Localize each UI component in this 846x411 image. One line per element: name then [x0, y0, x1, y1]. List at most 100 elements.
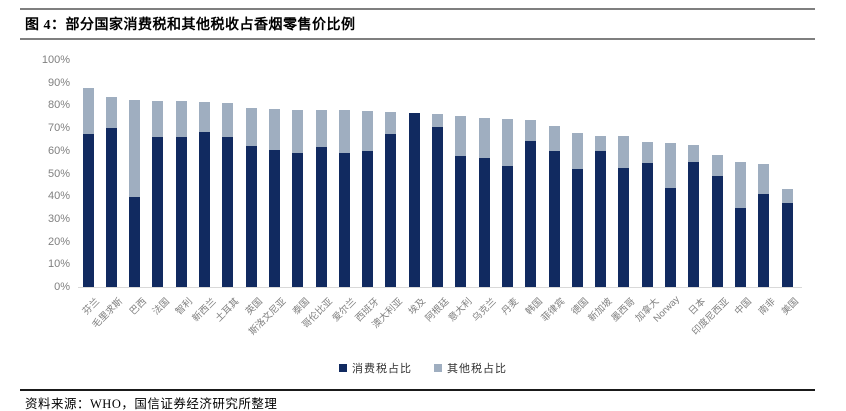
stacked-bar: [548, 60, 560, 287]
plot-area: [78, 60, 802, 288]
bar-segment-other-tax: [688, 145, 700, 163]
bar-segment-other-tax: [478, 117, 490, 158]
bar-segment-excise-tax: [688, 162, 700, 287]
stacked-bar: [688, 60, 700, 287]
bar-segment-excise-tax: [455, 156, 467, 287]
bar-segment-excise-tax: [82, 133, 94, 287]
stacked-bar: [734, 60, 746, 287]
bar-segment-excise-tax: [758, 193, 770, 287]
bar-segment-excise-tax: [781, 203, 793, 287]
bar-segment-other-tax: [105, 97, 117, 129]
bar-segment-excise-tax: [408, 113, 420, 287]
y-axis-tick-label: 30%: [47, 212, 70, 225]
stacked-bar: [82, 60, 94, 287]
x-axis-category-label: 丹麦: [500, 296, 522, 318]
legend-item: 消费税占比: [339, 360, 412, 376]
stacked-bar: [501, 60, 513, 287]
bar-segment-excise-tax: [268, 149, 280, 287]
legend-swatch-icon: [339, 364, 347, 372]
stacked-bar: [222, 60, 234, 287]
stacked-bar: [245, 60, 257, 287]
bar-segment-other-tax: [571, 132, 583, 169]
x-axis-category-label: 南非: [756, 296, 778, 318]
bar-segment-other-tax: [129, 99, 141, 198]
bar-segment-other-tax: [501, 119, 513, 166]
stacked-bar: [432, 60, 443, 287]
stacked-bar: [525, 60, 537, 287]
stacked-bar: [641, 60, 653, 287]
top-rule: [20, 8, 815, 10]
bar-segment-other-tax: [548, 125, 560, 151]
bar-segment-excise-tax: [618, 167, 630, 287]
x-axis-category-label: 爱尔兰: [330, 296, 359, 325]
bar-segment-other-tax: [338, 109, 350, 154]
bar-segment-other-tax: [152, 100, 164, 138]
bar-segment-other-tax: [245, 107, 257, 147]
stacked-bar: [478, 60, 490, 287]
bar-segment-excise-tax: [432, 126, 443, 287]
bar-segment-other-tax: [385, 112, 397, 134]
stacked-bar: [571, 60, 583, 287]
legend-label: 其他税占比: [447, 363, 507, 375]
y-axis-tick-label: 50%: [47, 167, 70, 180]
bar-segment-excise-tax: [711, 175, 723, 287]
bar-segment-other-tax: [199, 102, 210, 132]
x-axis-category-label: 新加坡: [586, 296, 615, 325]
title-underline-rule: [20, 38, 815, 40]
bar-segment-excise-tax: [292, 153, 304, 287]
bar-segment-excise-tax: [152, 137, 164, 287]
bar-segment-other-tax: [82, 88, 94, 134]
bar-segment-other-tax: [268, 108, 280, 150]
bar-segment-other-tax: [781, 189, 793, 204]
x-axis-category-label: 意大利: [446, 296, 475, 325]
x-axis-category-label: 美国: [779, 296, 801, 318]
y-axis-tick-label: 20%: [47, 235, 70, 248]
stacked-bar: [758, 60, 770, 287]
y-axis-tick-label: 100%: [41, 54, 70, 66]
bar-segment-excise-tax: [501, 165, 513, 287]
bar-segment-excise-tax: [362, 150, 374, 287]
stacked-bar: [595, 60, 607, 287]
x-axis-category-label: 菲律宾: [539, 296, 568, 325]
y-axis-tick-label: 60%: [47, 144, 70, 157]
bottom-rule: [20, 389, 815, 391]
bar-segment-excise-tax: [129, 197, 141, 287]
y-axis-tick-label: 70%: [47, 122, 70, 135]
stacked-bar: [618, 60, 630, 287]
bar-segment-excise-tax: [478, 157, 490, 287]
stacked-bar: [455, 60, 467, 287]
y-axis-tick-label: 10%: [47, 258, 70, 271]
figure-title: 图 4：部分国家消费税和其他税收占香烟零售价比例: [25, 18, 356, 33]
stacked-bar: [665, 60, 676, 287]
bar-segment-other-tax: [432, 114, 443, 127]
bar-segment-other-tax: [595, 136, 607, 151]
bar-segment-other-tax: [711, 155, 723, 176]
stacked-bar: [781, 60, 793, 287]
bar-segment-excise-tax: [245, 146, 257, 287]
x-axis-category-label: 土耳其: [213, 296, 242, 325]
stacked-bar: [268, 60, 280, 287]
bar-segment-excise-tax: [222, 137, 234, 287]
x-axis-category-label: 墨西哥: [609, 296, 638, 325]
bar-segment-excise-tax: [641, 163, 653, 287]
bar-segment-excise-tax: [315, 147, 327, 287]
bar-segment-other-tax: [292, 109, 304, 154]
stacked-bar: [175, 60, 187, 287]
bar-segment-other-tax: [641, 141, 653, 164]
bar-segment-excise-tax: [199, 131, 210, 287]
x-axis-category-label: 巴西: [127, 296, 149, 318]
bar-segment-excise-tax: [548, 150, 560, 287]
stacked-bar-chart: 0% 10% 20% 30% 40% 50% 60% 70% 80% 90% 100% 芬兰 毛里求斯…: [0, 46, 846, 375]
legend-swatch-icon: [434, 364, 442, 372]
bar-segment-other-tax: [222, 103, 234, 138]
bar-segment-other-tax: [758, 164, 770, 194]
bar-segment-excise-tax: [665, 188, 676, 287]
source-note: 资料来源：WHO，国信证券经济研究所整理: [25, 397, 278, 411]
chart-legend: 消费税占比 其他税占比: [0, 360, 846, 376]
bar-segment-excise-tax: [734, 207, 746, 287]
y-axis-tick-label: 80%: [47, 99, 70, 112]
bar-segment-excise-tax: [175, 137, 187, 287]
bar-segment-excise-tax: [338, 153, 350, 287]
stacked-bar: [338, 60, 350, 287]
